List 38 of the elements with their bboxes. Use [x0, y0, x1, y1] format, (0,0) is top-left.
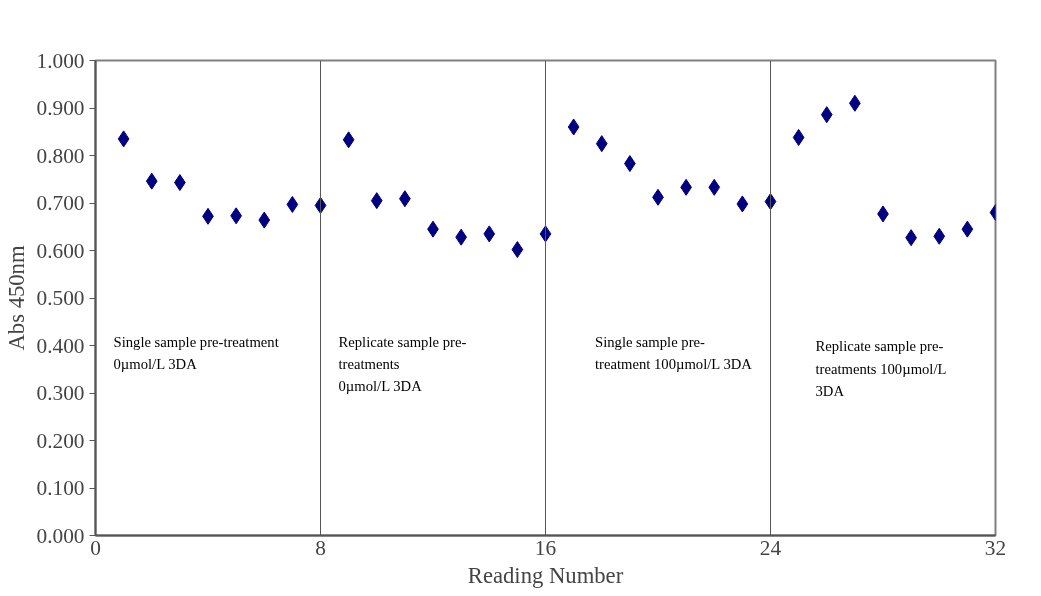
y-tick-label: 1.000: [36, 48, 85, 73]
annotation: Single sample pre-treatment 0µmol/L 3DA: [113, 333, 279, 373]
y-tick-label: 0.800: [36, 143, 85, 168]
point: [258, 211, 271, 229]
y-axis-title: Abs 450nm: [3, 245, 29, 351]
point: [595, 135, 608, 153]
point: [708, 178, 721, 196]
point: [567, 118, 580, 136]
point: [933, 227, 946, 245]
y-tick-label: 0.700: [36, 191, 85, 215]
y-tick-label: 0.600: [36, 238, 85, 263]
y-tick-label: 0.900: [36, 96, 85, 120]
point: [145, 172, 158, 190]
point: [792, 128, 805, 146]
point: [511, 241, 524, 259]
point: [736, 195, 749, 213]
annotation: Replicate sample pre- treatments 100µmol/L 3DA: [815, 338, 947, 400]
point: [820, 106, 833, 124]
annotation: Replicate sample pre- treatments 0µmol/L 3DA: [338, 333, 467, 395]
point: [483, 225, 496, 243]
point: [286, 195, 299, 213]
y-tick-label: 0.100: [36, 476, 85, 500]
x-tick-label: 0: [90, 535, 101, 560]
x-tick-label: 24: [759, 535, 782, 560]
point: [370, 192, 383, 210]
x-tick-label: 8: [315, 535, 326, 560]
y-tick-label: 0.000: [36, 523, 85, 548]
point: [117, 130, 130, 148]
y-tick-label: 0.200: [36, 428, 85, 453]
y-tick-label: 0.300: [36, 381, 85, 405]
x-axis-title: Reading Number: [467, 562, 624, 588]
x-tick-label: 32: [984, 535, 1007, 560]
point: [961, 220, 974, 238]
y-tick-label: 0.400: [36, 333, 85, 358]
annotation: Single sample pre- treatment 100µmol/L 3DA: [595, 333, 753, 373]
x-tick-label: 16: [534, 535, 557, 560]
y-tick-label: 0.500: [36, 286, 85, 310]
point: [342, 131, 355, 149]
